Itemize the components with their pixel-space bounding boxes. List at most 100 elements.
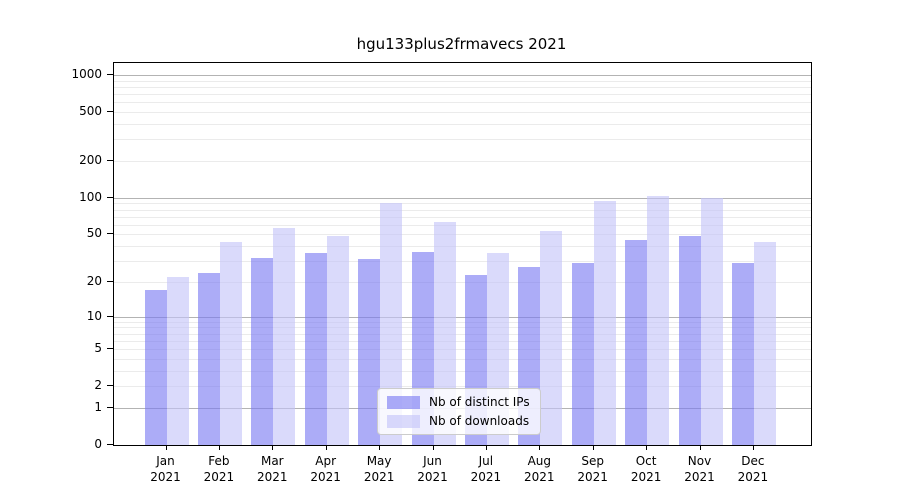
x-tick-label-feb: Feb 2021	[203, 454, 235, 484]
x-tick-dec	[752, 445, 754, 450]
y-tick-5	[107, 348, 113, 349]
gridline-major-100	[114, 197, 811, 199]
x-tick-label-jul: Jul 2021	[470, 454, 502, 484]
y-tick-label-0: 0	[94, 437, 102, 451]
x-tick-aug	[539, 445, 541, 450]
y-tick-label-50: 50	[86, 226, 102, 241]
gridline-major-10	[114, 316, 811, 318]
bar-distinct-ips-dec	[731, 262, 754, 445]
x-tick-jan	[165, 445, 167, 450]
bar-downloads-may	[380, 202, 403, 445]
gridline-minor-80	[114, 209, 811, 211]
gridline-minor-2	[114, 386, 811, 388]
x-axis: Jan 2021 Feb 2021 Mar 2021 Apr 2021 May 2021…	[113, 445, 810, 500]
gridline-minor-600	[114, 102, 811, 104]
x-tick-jul	[485, 445, 487, 450]
y-tick-20	[107, 280, 113, 282]
gridline-minor-50	[114, 234, 811, 236]
x-tick-feb	[218, 445, 220, 450]
y-tick-label-500: 500	[79, 104, 102, 118]
chart-title: hgu133plus2frmavecs 2021	[356, 35, 567, 53]
bar-distinct-ips-feb	[197, 272, 220, 445]
gridline-minor-300	[114, 139, 811, 141]
bar-downloads-feb	[219, 242, 242, 445]
x-tick-label-jan: Jan 2021	[150, 454, 181, 484]
gridline-minor-70	[114, 216, 811, 218]
legend-label-downloads: Nb of downloads	[429, 414, 530, 428]
x-tick-nov	[699, 445, 701, 450]
x-tick-label-sep: Sep 2021	[577, 454, 608, 484]
bar-distinct-ips-nov	[678, 235, 701, 445]
y-tick-label-1000: 1000	[71, 66, 102, 81]
gridline-minor-5	[114, 349, 811, 350]
y-tick-100	[107, 196, 113, 198]
gridline-minor-700	[114, 94, 811, 95]
gridline-minor-7	[114, 333, 811, 335]
y-tick-label-20: 20	[86, 273, 102, 288]
legend-label-distinct-ips: Nb of distinct IPs	[429, 395, 530, 409]
legend-swatch-downloads	[387, 414, 420, 428]
gridline-minor-30	[114, 261, 811, 263]
gridline-minor-6	[114, 340, 811, 342]
x-tick-may	[379, 445, 381, 450]
gridline-minor-800	[114, 86, 811, 88]
x-tick-label-oct: Oct 2021	[630, 454, 662, 484]
bar-downloads-apr	[326, 235, 349, 445]
x-tick-apr	[325, 445, 327, 450]
gridline-minor-400	[114, 123, 811, 125]
bar-downloads-sep	[593, 201, 616, 445]
plot-area: Nb of distinct IPs Nb of downloads	[113, 62, 812, 446]
gridline-minor-20	[114, 281, 811, 283]
bar-downloads-aug	[540, 231, 563, 445]
x-tick-mar	[272, 445, 274, 450]
x-tick-label-jun: Jun 2021	[417, 454, 448, 484]
y-tick-200	[107, 159, 113, 161]
y-tick-label-100: 100	[79, 189, 102, 204]
bar-downloads-dec	[753, 242, 776, 445]
gridline-major-1000	[114, 74, 811, 76]
x-tick-sep	[592, 445, 594, 450]
y-tick-label-200: 200	[79, 152, 102, 167]
bar-distinct-ips-may	[358, 259, 381, 445]
x-tick-label-aug: Aug 2021	[524, 454, 555, 484]
bar-downloads-jan	[166, 277, 189, 445]
bar-downloads-nov	[700, 198, 723, 445]
y-tick-label-10: 10	[86, 308, 102, 323]
x-tick-label-dec: Dec 2021	[737, 454, 769, 484]
y-tick-1	[107, 406, 113, 408]
legend-item-downloads: Nb of downloads	[387, 414, 530, 428]
gridline-minor-900	[114, 80, 811, 82]
bar-distinct-ips-mar	[251, 257, 274, 445]
x-tick-oct	[646, 445, 648, 450]
bar-downloads-mar	[273, 228, 296, 445]
bar-distinct-ips-oct	[625, 239, 648, 445]
gridline-minor-200	[114, 160, 811, 162]
x-tick-label-apr: Apr 2021	[310, 454, 341, 484]
y-tick-label-1: 1	[94, 399, 102, 414]
y-axis: 0 1 2 5 10 20 50 100 200 500 1000	[0, 62, 113, 451]
bar-distinct-ips-jan	[144, 290, 167, 445]
gridline-minor-90	[114, 203, 811, 205]
y-tick-500	[107, 111, 113, 112]
x-tick-jun	[432, 445, 434, 450]
y-tick-0	[107, 444, 113, 445]
gridline-minor-40	[114, 246, 811, 248]
y-tick-10	[107, 315, 113, 317]
legend-item-distinct-ips: Nb of distinct IPs	[387, 395, 530, 409]
gridline-minor-60	[114, 224, 811, 226]
x-tick-label-nov: Nov 2021	[684, 454, 715, 484]
legend: Nb of distinct IPs Nb of downloads	[377, 388, 541, 435]
x-tick-label-mar: Mar 2021	[257, 454, 288, 484]
gridline-minor-4	[114, 358, 811, 360]
gridline-minor-9	[114, 321, 811, 323]
bar-distinct-ips-apr	[304, 253, 327, 445]
y-tick-1000	[107, 73, 113, 75]
x-tick-label-may: May 2021	[363, 454, 395, 484]
y-tick-label-2: 2	[94, 378, 102, 393]
legend-swatch-distinct-ips	[387, 395, 420, 409]
bar-downloads-oct	[647, 195, 670, 445]
y-tick-50	[107, 233, 113, 235]
y-tick-2	[107, 385, 113, 387]
gridline-minor-8	[114, 327, 811, 329]
gridline-minor-500	[114, 112, 811, 113]
